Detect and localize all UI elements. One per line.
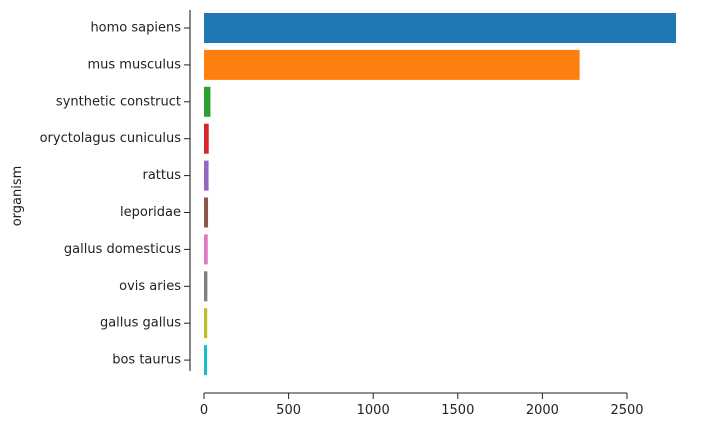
y-tick-label: gallus domesticus <box>64 242 181 257</box>
y-axis-title: organism <box>10 166 25 227</box>
y-tick-label: rattus <box>142 168 181 183</box>
y-axis-ticks: homo sapiens mus musculus synthetic constr… <box>40 21 190 368</box>
x-tick-label: 1500 <box>441 403 474 418</box>
bar-gallus-domesticus <box>204 234 208 265</box>
bar-oryctolagus-cuniculus <box>204 123 209 154</box>
bar-ovis-aries <box>204 271 208 302</box>
bar-bos-taurus <box>204 345 208 376</box>
bar-homo-sapiens <box>204 13 677 43</box>
bar-mus-musculus <box>204 49 580 80</box>
bar-rattus <box>204 160 209 191</box>
x-tick-label: 2000 <box>526 403 559 418</box>
y-tick-label: bos taurus <box>112 353 181 368</box>
y-tick-label: ovis aries <box>119 279 181 294</box>
y-tick-label: homo sapiens <box>90 21 181 36</box>
x-tick-label: 1000 <box>357 403 390 418</box>
bars-group <box>204 13 677 376</box>
bar-synthetic-construct <box>204 86 211 117</box>
y-tick-label: mus musculus <box>88 57 182 72</box>
bar-gallus-gallus <box>204 308 208 339</box>
y-tick-label: leporidae <box>120 205 181 220</box>
x-axis-ticks: 0 500 1000 1500 2000 2500 <box>200 393 644 418</box>
bar-leporidae <box>204 197 209 228</box>
x-tick-label: 0 <box>200 403 208 418</box>
x-tick-label: 2500 <box>610 403 643 418</box>
x-tick-label: 500 <box>276 403 301 418</box>
y-tick-label: oryctolagus cuniculus <box>40 131 182 146</box>
y-tick-label: synthetic construct <box>56 94 181 109</box>
y-tick-label: gallus gallus <box>100 316 181 331</box>
